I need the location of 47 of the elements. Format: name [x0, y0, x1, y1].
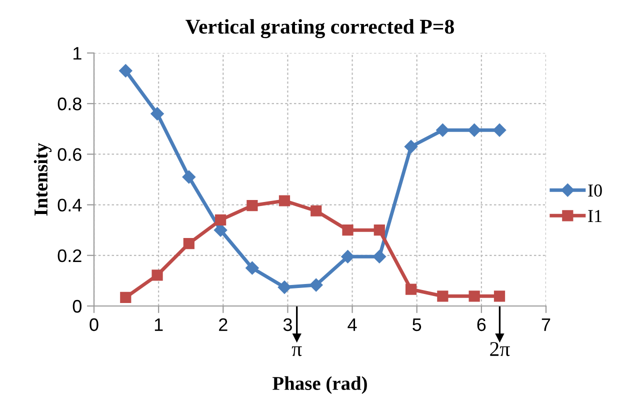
point [183, 238, 194, 250]
point [437, 290, 448, 302]
point [374, 224, 385, 236]
y-tick-label: 0.4 [58, 198, 82, 212]
point [436, 124, 450, 137]
point [494, 290, 506, 302]
ref-line-label: 2π [490, 342, 510, 356]
chart-title: Vertical grating corrected P=8 [186, 19, 454, 38]
x-tick-label: 2 [219, 318, 228, 331]
y-tick-label: 1 [74, 47, 82, 60]
legend-label: I1 [588, 210, 602, 222]
y-tick-label: 0.8 [58, 98, 82, 110]
ref-line-label: π [292, 346, 302, 356]
point [182, 170, 196, 184]
x-axis-title: Phase (rad) [272, 376, 367, 394]
y-tick-label: 0 [72, 300, 82, 313]
y-tick-label: 0.6 [58, 148, 82, 161]
point [310, 278, 323, 292]
point [468, 290, 480, 302]
point [150, 107, 164, 120]
x-tick-label: 0 [90, 318, 98, 332]
y-tick-label: 0.2 [58, 249, 82, 262]
x-tick-label: 7 [542, 318, 550, 331]
point [341, 250, 354, 264]
point [342, 224, 354, 236]
point [310, 205, 322, 216]
x-tick-label: 3 [283, 318, 292, 332]
point [372, 250, 386, 264]
x-tick-label: 4 [348, 318, 357, 331]
legend-label: I0 [588, 184, 602, 197]
point [468, 124, 481, 137]
point [405, 284, 417, 295]
x-tick-label: 1 [154, 318, 163, 331]
point [120, 292, 132, 303]
point [215, 214, 226, 226]
x-tick-label: 5 [412, 318, 422, 332]
point [246, 261, 259, 275]
point [278, 280, 292, 294]
point [278, 195, 290, 206]
point [492, 124, 506, 137]
point [246, 200, 258, 212]
y-axis-title: Intensity [34, 142, 52, 216]
x-tick-label: 6 [477, 318, 486, 332]
point [119, 64, 132, 78]
point [214, 224, 228, 237]
point [404, 140, 418, 154]
point [152, 270, 163, 281]
